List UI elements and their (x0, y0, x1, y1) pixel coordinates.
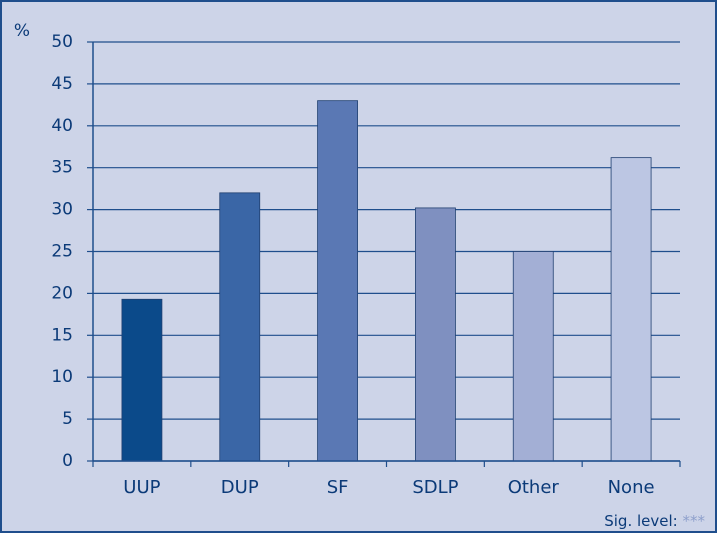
bar (317, 100, 358, 462)
x-tick-label: Other (508, 477, 560, 498)
y-tick-label: 45 (51, 74, 73, 94)
bar (415, 207, 456, 462)
annotation: Sig. level: *** (604, 512, 705, 530)
x-tick-label: SDLP (412, 477, 458, 498)
y-tick-label: 25 (51, 242, 73, 262)
y-tick-label: 50 (51, 32, 73, 52)
x-tick-label: SF (327, 477, 349, 498)
bar (610, 157, 652, 462)
y-tick-label: 15 (51, 325, 73, 345)
bar (121, 298, 163, 462)
y-tick-label: 30 (51, 200, 73, 220)
bar (219, 192, 261, 462)
y-tick-label: 10 (51, 367, 73, 387)
y-tick-label: 0 (62, 451, 73, 471)
x-tick-label: None (608, 477, 655, 498)
x-tick-label: DUP (221, 477, 259, 498)
y-tick-label: 35 (51, 158, 73, 178)
y-axis-label: % (14, 21, 30, 41)
y-tick-label: 20 (51, 283, 73, 303)
y-tick-label: 5 (62, 409, 73, 429)
bar (512, 251, 554, 462)
y-tick-label: 40 (51, 116, 73, 136)
annotation-label: Sig. level: (604, 512, 677, 530)
x-tick-label: UUP (123, 477, 160, 498)
annotation-marker: *** (683, 512, 706, 530)
